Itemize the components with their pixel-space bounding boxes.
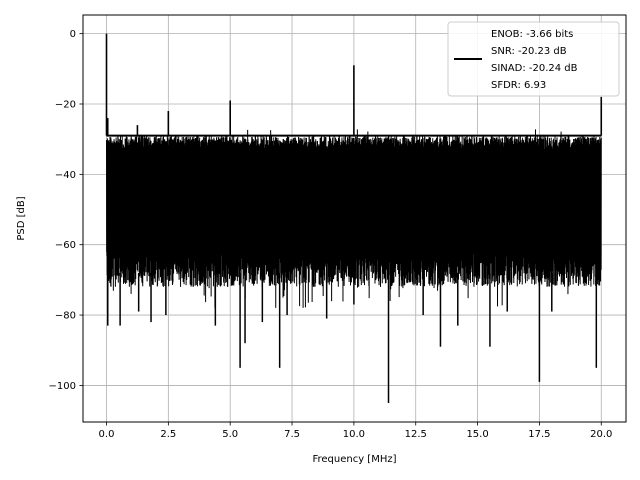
y-tick-label: −20 bbox=[55, 99, 76, 110]
x-tick-label: 20.0 bbox=[590, 429, 612, 440]
y-tick-label: −100 bbox=[49, 381, 76, 392]
x-tick-label: 17.5 bbox=[528, 429, 550, 440]
legend-box bbox=[447, 21, 620, 97]
plot-frame bbox=[82, 14, 627, 423]
psd-series bbox=[105, 33, 603, 404]
legend-entry-snr: SNR: -20.23 dB bbox=[491, 46, 567, 57]
x-axis-ticks: 0.0 2.5 5.0 7.5 10.0 12.5 15.0 17.5 20.0 bbox=[99, 422, 612, 440]
legend-entry-sinad: SINAD: -20.24 dB bbox=[491, 63, 578, 74]
y-axis-label: PSD [dB] bbox=[16, 196, 27, 240]
psd-trace bbox=[106, 129, 602, 308]
y-tick-label: −40 bbox=[55, 170, 76, 181]
y-tick-label: −80 bbox=[55, 311, 76, 322]
legend-entry-enob: ENOB: -3.66 bits bbox=[491, 29, 573, 40]
x-tick-label: 15.0 bbox=[466, 429, 488, 440]
x-tick-label: 0.0 bbox=[99, 429, 115, 440]
x-tick-label: 7.5 bbox=[284, 429, 300, 440]
x-tick-label: 10.0 bbox=[343, 429, 365, 440]
legend: ENOB: -3.66 bits SNR: -20.23 dB SINAD: -… bbox=[447, 21, 620, 97]
y-axis-ticks: 0 −20 −40 −60 −80 −100 bbox=[49, 29, 83, 392]
x-axis-label: Frequency [MHz] bbox=[312, 454, 396, 465]
x-tick-label: 5.0 bbox=[222, 429, 238, 440]
x-tick-label: 2.5 bbox=[160, 429, 176, 440]
x-tick-label: 12.5 bbox=[405, 429, 427, 440]
y-tick-label: −60 bbox=[55, 240, 76, 251]
legend-entry-sfdr: SFDR: 6.93 bbox=[491, 80, 546, 91]
y-tick-label: 0 bbox=[70, 29, 76, 40]
